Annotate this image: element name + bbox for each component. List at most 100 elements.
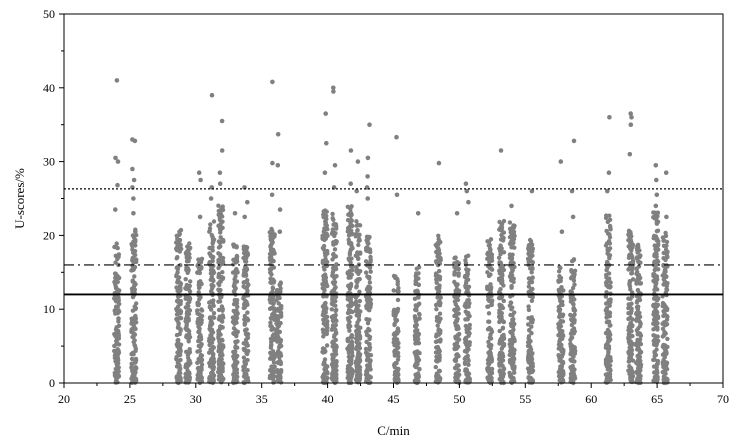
data-point xyxy=(345,270,350,275)
data-point xyxy=(436,347,441,353)
data-point xyxy=(496,276,502,281)
data-point xyxy=(605,340,610,346)
data-point xyxy=(211,337,216,342)
data-point xyxy=(275,306,281,312)
data-point xyxy=(571,378,576,383)
data-point xyxy=(349,349,355,354)
data-point xyxy=(132,343,138,349)
data-point xyxy=(638,260,643,265)
data-point xyxy=(366,352,371,357)
data-point xyxy=(267,255,273,260)
data-point xyxy=(629,242,635,247)
data-point xyxy=(231,308,236,314)
data-point xyxy=(333,239,338,244)
data-point xyxy=(501,370,506,375)
data-point xyxy=(498,252,503,257)
data-point xyxy=(211,356,216,361)
data-point xyxy=(662,355,667,360)
data-point xyxy=(365,333,371,338)
data-point xyxy=(208,347,213,352)
data-point-outlier xyxy=(529,188,535,194)
data-point xyxy=(508,300,514,305)
data-point xyxy=(465,374,470,379)
data-point xyxy=(654,219,659,225)
data-point xyxy=(210,238,216,244)
data-point xyxy=(113,260,118,265)
data-point xyxy=(207,305,213,310)
data-point xyxy=(357,346,363,351)
data-point xyxy=(324,314,330,319)
data-point xyxy=(332,233,337,239)
data-point-outlier xyxy=(331,85,336,91)
data-point xyxy=(499,272,505,277)
data-point-outlier xyxy=(635,247,640,253)
data-point xyxy=(208,222,213,227)
data-point xyxy=(196,282,201,288)
data-point xyxy=(241,250,247,256)
data-point xyxy=(243,255,249,261)
data-point xyxy=(485,284,490,289)
data-point xyxy=(507,241,513,246)
data-point xyxy=(438,255,443,261)
data-point xyxy=(196,324,201,329)
data-point xyxy=(629,263,634,268)
data-point xyxy=(210,363,216,368)
data-point-outlier xyxy=(130,166,135,172)
data-point xyxy=(347,252,353,257)
data-point xyxy=(627,284,633,289)
data-point-outlier xyxy=(242,214,247,220)
data-point xyxy=(437,283,442,288)
data-point xyxy=(628,320,633,326)
data-point-outlier xyxy=(270,160,275,166)
data-point xyxy=(244,327,249,332)
data-point xyxy=(392,349,397,354)
data-point xyxy=(355,256,361,262)
data-point xyxy=(188,279,193,284)
data-point xyxy=(232,297,237,303)
data-point xyxy=(652,253,657,258)
data-point xyxy=(509,245,514,250)
data-point xyxy=(414,271,419,276)
data-point xyxy=(354,340,359,345)
data-point xyxy=(130,294,136,300)
data-point-outlier xyxy=(132,138,138,144)
data-point xyxy=(629,271,635,276)
data-point xyxy=(467,342,472,348)
data-point xyxy=(233,340,239,345)
data-point xyxy=(512,370,517,375)
data-point xyxy=(501,332,506,338)
data-point xyxy=(211,311,217,316)
data-point xyxy=(185,327,191,333)
data-point xyxy=(463,368,469,374)
data-point xyxy=(322,237,327,243)
data-point xyxy=(219,206,224,211)
data-point xyxy=(367,347,372,352)
data-point xyxy=(664,286,669,292)
data-point-outlier xyxy=(277,207,283,212)
data-point xyxy=(526,322,531,327)
data-point xyxy=(334,223,339,229)
data-point xyxy=(530,265,535,271)
data-point xyxy=(184,259,190,264)
data-point xyxy=(414,377,419,382)
data-point xyxy=(350,353,355,358)
data-point xyxy=(497,350,503,356)
data-point xyxy=(220,225,225,230)
data-point xyxy=(511,327,516,332)
data-point xyxy=(416,282,421,288)
data-point xyxy=(416,340,422,346)
data-point xyxy=(270,264,275,270)
data-point xyxy=(211,359,217,364)
data-point xyxy=(454,363,460,368)
data-point-outlier xyxy=(498,148,504,153)
data-point xyxy=(454,318,460,324)
data-point xyxy=(331,378,336,383)
data-point xyxy=(661,364,666,370)
data-point-outlier xyxy=(217,170,223,175)
data-point xyxy=(187,334,193,340)
x-tick-label: 70 xyxy=(717,392,729,406)
data-point xyxy=(365,240,370,246)
data-point xyxy=(454,313,459,319)
data-point xyxy=(434,307,439,312)
data-point xyxy=(559,365,564,370)
